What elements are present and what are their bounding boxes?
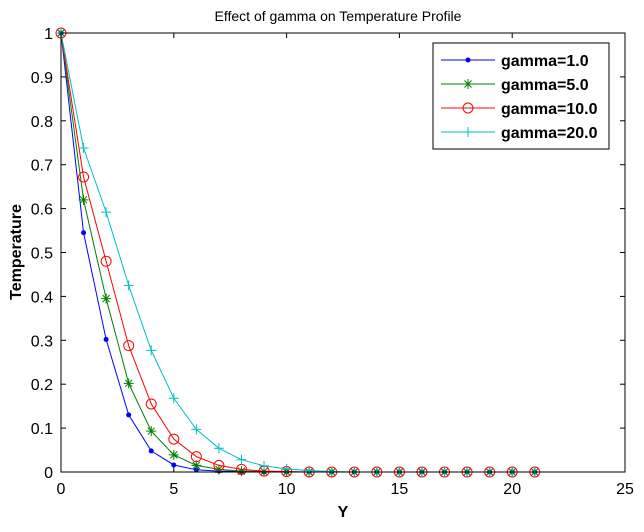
data-point [81,230,87,236]
data-point [304,465,315,476]
x-tick-label: 0 [57,481,66,498]
data-point [78,171,90,183]
y-tick-label: 0.9 [31,70,53,87]
data-point [236,466,247,477]
legend-box [432,42,610,150]
x-tick-label: 10 [278,481,296,498]
data-point [168,433,180,445]
data-point [78,143,89,154]
legend-label: gamma=10.0 [501,101,598,118]
y-tick-label: 0.2 [31,377,53,394]
data-point [213,459,225,471]
legend-marker [463,79,473,89]
data-point [146,426,157,437]
legend-label: gamma=20.0 [501,125,598,142]
data-point [101,207,112,218]
legend-item: gamma=5.0 [441,77,589,94]
legend-marker [463,127,473,137]
y-tick-label: 0.8 [31,114,53,131]
data-point [148,448,154,454]
x-axis-label: Y [338,504,349,521]
data-point [123,340,135,352]
legend-label: gamma=1.0 [501,53,589,70]
data-point [146,345,157,356]
data-point [213,443,224,454]
data-point [168,393,179,404]
data-point [171,462,177,468]
data-point [145,398,157,410]
y-axis-label: Temperature [8,204,25,300]
data-point [213,464,224,475]
y-tick-label: 0.3 [31,333,53,350]
y-tick-label: 1 [44,26,53,43]
data-point [78,194,89,205]
data-point [259,460,270,471]
legend-item: gamma=10.0 [441,101,598,118]
data-point [236,454,247,465]
x-tick-label: 5 [169,481,178,498]
data-point [123,378,134,389]
y-tick-label: 0.1 [31,421,53,438]
y-tick-label: 0.6 [31,202,53,219]
legend-item: gamma=20.0 [441,125,598,142]
data-point [126,412,132,418]
legend-marker [465,57,471,63]
y-tick-label: 0 [44,465,53,482]
legend-label: gamma=5.0 [501,77,589,94]
legend-marker [462,102,474,114]
x-tick-label: 25 [616,481,634,498]
data-point [103,336,109,342]
axis-ticks: 0 5 10 15 20 25 0 0.1 0.2 0.3 0.4 0.5 0.6 0.7 0.8 0.9 1 [31,26,634,498]
legend: gamma=1.0 gamma=5.0 gamma=10.0 gamma=20.0 [432,42,610,150]
y-tick-label: 0.5 [31,246,53,263]
y-tick-label: 0.7 [31,158,53,175]
data-point [191,460,202,471]
data-point [101,293,112,304]
data-point [191,424,202,435]
x-tick-label: 15 [391,481,409,498]
plot-frame [60,32,626,473]
chart-title: Effect of gamma on Temperature Profile [215,8,462,24]
data-point [100,255,112,267]
data-point [190,451,202,463]
data-point [123,280,134,291]
data-point [168,449,179,460]
x-tick-label: 20 [503,481,521,498]
legend-item: gamma=1.0 [441,53,589,70]
y-tick-label: 0.4 [31,289,53,306]
